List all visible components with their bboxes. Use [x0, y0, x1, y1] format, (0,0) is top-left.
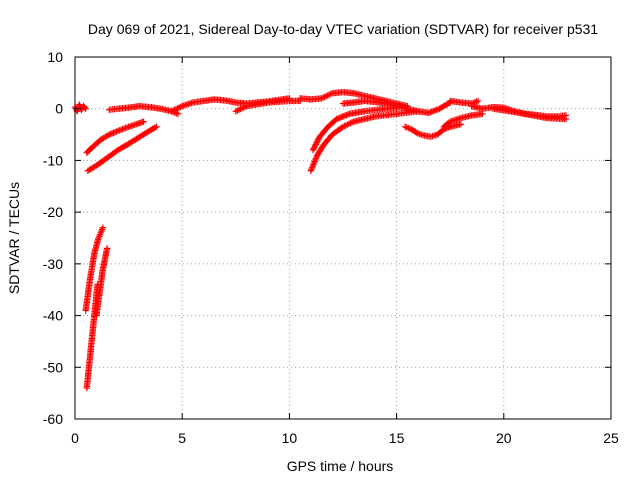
data-point	[113, 128, 120, 135]
data-point	[314, 136, 322, 144]
data-point	[169, 107, 177, 114]
data-point	[344, 121, 351, 128]
data-point	[81, 104, 88, 111]
data-point	[153, 123, 160, 131]
data-point	[177, 103, 184, 111]
y-tick-label: 0	[55, 101, 63, 117]
data-point	[140, 118, 147, 125]
series-arc-g	[106, 102, 182, 118]
data-point	[151, 124, 159, 131]
series-arc-i	[232, 97, 304, 115]
y-axis-title: SDTVAR / TECUs	[6, 182, 22, 294]
data-point	[562, 115, 570, 123]
series-arc-a	[71, 101, 89, 115]
x-tick-label: 10	[282, 430, 298, 446]
data-point	[111, 128, 119, 136]
data-point	[235, 106, 243, 114]
series-arc-n	[401, 121, 465, 140]
y-tick-label: -20	[43, 204, 63, 220]
y-tick-label: -40	[43, 308, 63, 324]
data-point	[413, 129, 420, 136]
data-point	[327, 90, 334, 98]
grid	[75, 57, 611, 419]
data-series	[71, 88, 570, 392]
series-arc-b	[83, 118, 147, 156]
plot-frame	[74, 56, 612, 420]
data-point	[319, 94, 327, 101]
data-point	[172, 105, 180, 113]
data-point	[107, 130, 114, 138]
data-point	[175, 104, 183, 111]
data-point	[240, 104, 247, 111]
data-point	[345, 120, 353, 128]
y-tick-label: 10	[47, 49, 63, 65]
data-point	[311, 142, 319, 149]
series-arc-d	[82, 224, 107, 314]
x-tick-label: 0	[71, 430, 79, 446]
data-point	[313, 139, 320, 147]
data-point	[110, 129, 117, 136]
series-arc-k	[307, 108, 422, 174]
x-tick-label: 5	[178, 430, 186, 446]
data-point	[104, 132, 112, 139]
series-arc-r	[489, 105, 570, 123]
data-point	[99, 224, 107, 231]
data-point	[311, 144, 318, 151]
x-tick-label: 25	[603, 430, 619, 446]
data-point	[321, 93, 328, 101]
data-point	[324, 92, 331, 99]
data-point	[238, 105, 246, 112]
series-arc-f	[93, 245, 111, 319]
y-tick-label: -50	[43, 359, 63, 375]
series-arc-h	[168, 95, 293, 115]
chart-title: Day 069 of 2021, Sidereal Day-to-day VTE…	[88, 21, 598, 37]
series-arc-m	[339, 97, 454, 117]
data-point	[326, 91, 333, 98]
series-arc-o	[440, 110, 486, 131]
data-point	[474, 97, 482, 105]
data-point	[171, 106, 178, 114]
data-point	[168, 108, 175, 115]
data-point	[108, 130, 116, 137]
data-point	[232, 108, 239, 115]
data-point	[106, 131, 113, 138]
y-tick-label: -10	[43, 152, 63, 168]
data-point	[310, 145, 317, 152]
x-axis-title: GPS time / hours	[287, 458, 394, 474]
data-point	[347, 119, 354, 127]
data-point	[174, 105, 181, 112]
y-tick-label: -30	[43, 256, 63, 272]
data-point	[241, 103, 249, 111]
data-point	[309, 146, 317, 154]
x-tick-label: 15	[389, 430, 405, 446]
y-tick-label: -60	[43, 411, 63, 427]
data-point	[312, 141, 320, 148]
data-point	[237, 105, 244, 113]
data-point	[457, 121, 465, 128]
data-point	[82, 105, 89, 112]
data-point	[339, 123, 347, 131]
data-point	[234, 107, 241, 114]
data-point	[314, 138, 321, 145]
x-tick-label: 20	[496, 430, 512, 446]
data-point	[341, 122, 348, 130]
data-point	[174, 110, 182, 118]
data-point	[348, 119, 356, 126]
data-point	[342, 122, 350, 129]
axis-ticks: 0 5 10 15 20 25 10 0 -10 -20 -30 -40 -50 -60	[43, 49, 619, 446]
data-point	[103, 245, 111, 252]
series-arc-l	[309, 104, 400, 154]
data-point	[318, 95, 325, 102]
data-point	[322, 92, 330, 100]
series-arc-c	[84, 123, 160, 174]
